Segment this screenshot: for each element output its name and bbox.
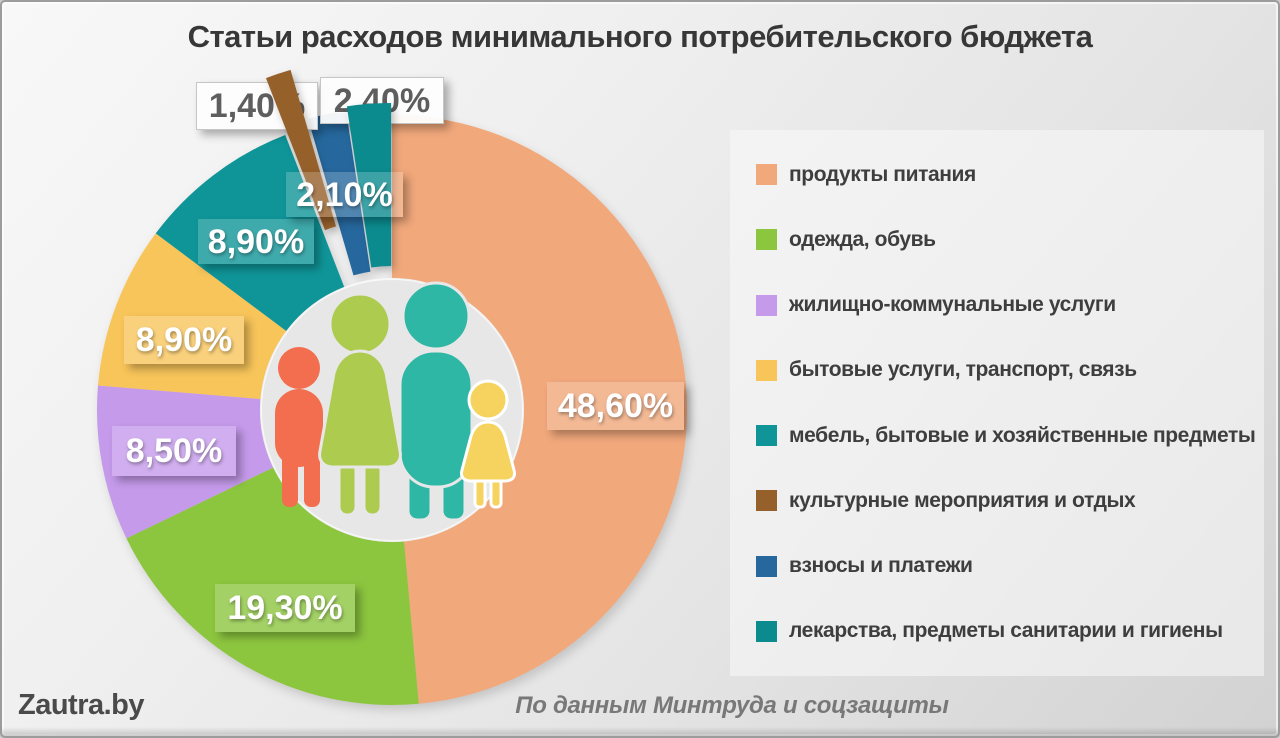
legend-swatch-culture <box>756 490 777 512</box>
family-woman <box>318 292 402 517</box>
pie-slice-medicine <box>346 103 392 268</box>
legend-swatch-housing <box>756 294 777 316</box>
legend-swatch-clothing <box>756 229 777 251</box>
pie-slice-housing <box>97 385 274 539</box>
family-man <box>398 281 474 522</box>
value-label-housing: 8,50% <box>112 426 236 476</box>
pie-slices-group <box>97 110 688 706</box>
watermark: Zautra.by <box>18 689 145 721</box>
legend-item-food: продукты питания <box>756 162 1256 186</box>
source-caption: По данным Минтруда и соцзащиты <box>515 692 949 719</box>
legend-swatch-services <box>756 359 777 381</box>
legend-item-housing: жилищно-коммунальные услуги <box>756 294 1256 316</box>
legend-label: продукты питания <box>789 162 976 186</box>
pie-slice-food <box>392 114 688 704</box>
legend-item-furniture: мебель, бытовые и хозяйственные предметы <box>756 423 1256 447</box>
chart-legend: продукты питания одежда, обувь жилищно-к… <box>730 130 1264 676</box>
pie-slice-services <box>98 233 287 400</box>
pie-slice-furniture <box>155 135 345 331</box>
family-icon <box>275 281 516 522</box>
legend-item-culture: культурные мероприятия и отдых <box>756 488 1256 512</box>
legend-label: лекарства, предметы санитарии и гигиены <box>789 619 1223 643</box>
legend-label: одежда, обувь <box>789 227 936 251</box>
legend-item-services: бытовые услуги, транспорт, связь <box>756 359 1256 381</box>
value-label-services: 8,90% <box>124 316 244 364</box>
chart-title: Статьи расходов минимального потребитель… <box>187 19 1093 54</box>
legend-label: жилищно-коммунальные услуги <box>789 293 1116 317</box>
family-adult-small <box>275 347 323 507</box>
legend-swatch-food <box>756 164 777 186</box>
value-label-clothing: 19,30% <box>215 584 355 632</box>
legend-item-medicine: лекарства, предметы санитарии и гигиены <box>756 620 1256 642</box>
legend-swatch-payments <box>756 555 777 577</box>
value-label-food: 48,60% <box>547 382 684 430</box>
legend-item-payments: взносы и платежи <box>756 555 1256 577</box>
pie-slice-culture <box>265 69 336 231</box>
legend-label: культурные мероприятия и отдых <box>789 488 1136 512</box>
value-label-payments: 2,10% <box>286 172 403 217</box>
legend-swatch-medicine <box>756 620 777 642</box>
legend-item-clothing: одежда, обувь <box>756 227 1256 251</box>
legend-label: бытовые услуги, транспорт, связь <box>789 358 1137 382</box>
legend-label: мебель, бытовые и хозяйственные предметы <box>789 423 1256 447</box>
value-label-furniture: 8,90% <box>198 219 314 264</box>
pie-slice-clothing <box>126 467 419 706</box>
pie-slice-payments <box>308 110 371 276</box>
legend-swatch-furniture <box>756 425 777 447</box>
legend-label: взносы и платежи <box>789 554 973 578</box>
family-girl <box>460 379 516 509</box>
